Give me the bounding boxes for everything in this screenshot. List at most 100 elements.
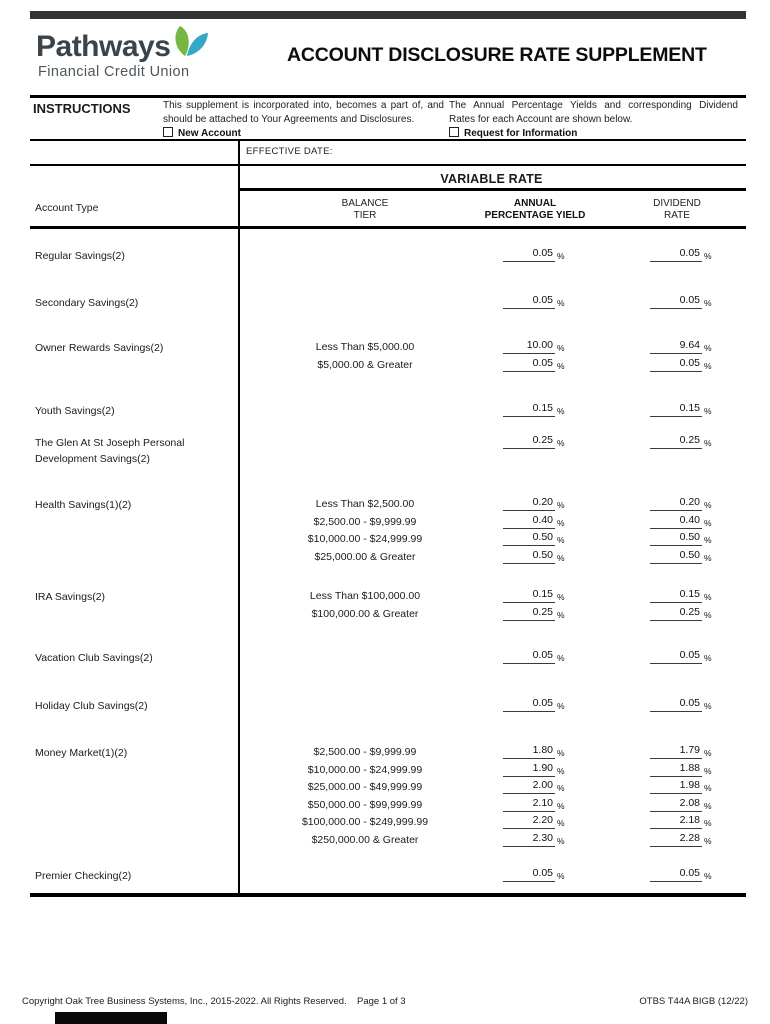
apy-value: 1.80 — [503, 744, 555, 759]
effective-date-field[interactable] — [330, 142, 730, 162]
dividend-rate-value: 0.15 — [650, 588, 702, 603]
dividend-rate-value: 0.20 — [650, 496, 702, 511]
apy-header-line1: ANNUAL — [513, 198, 557, 209]
dual-leaf-icon — [175, 26, 208, 56]
percent-sign: % — [557, 610, 565, 620]
apy-value: 0.05 — [503, 294, 555, 309]
percent-sign: % — [704, 748, 712, 758]
new-account-option[interactable]: New Account — [163, 127, 241, 139]
dividend-rate-value: 0.05 — [650, 247, 702, 262]
bottom-left-black-bar — [55, 1012, 167, 1024]
apy-value: 0.25 — [503, 606, 555, 621]
apy-value: 0.50 — [503, 549, 555, 564]
percent-sign: % — [704, 298, 712, 308]
dividend-header-line2: RATE — [664, 210, 690, 221]
apy-value: 2.20 — [503, 814, 555, 829]
percent-sign: % — [557, 783, 565, 793]
dividend-rate-value: 1.98 — [650, 779, 702, 794]
percent-sign: % — [557, 836, 565, 846]
percent-sign: % — [557, 361, 565, 371]
balance-tier-value: Less Than $5,000.00 — [315, 341, 415, 353]
dividend-rate-value: 0.50 — [650, 531, 702, 546]
dividend-rate-value: 0.05 — [650, 697, 702, 712]
account-name: IRA Savings(2) — [35, 591, 106, 603]
account-name: Youth Savings(2) — [35, 405, 115, 417]
balance-tier-value: $5,000.00 & Greater — [317, 359, 413, 371]
balance-tier-value: Less Than $100,000.00 — [309, 590, 421, 602]
request-info-option[interactable]: Request for Information — [449, 127, 577, 139]
account-name: Holiday Club Savings(2) — [35, 700, 148, 712]
instructions-text-left: This supplement is incorporated into, be… — [163, 100, 444, 125]
percent-sign: % — [704, 500, 712, 510]
balance-tier-line1: BALANCE — [341, 198, 389, 209]
column-header-balance-tier: BALANCE TIER — [300, 198, 430, 222]
apy-value: 0.05 — [503, 649, 555, 664]
account-name: Premier Checking(2) — [35, 870, 132, 882]
dividend-rate-value: 0.05 — [650, 357, 702, 372]
percent-sign: % — [704, 610, 712, 620]
account-name: Vacation Club Savings(2) — [35, 652, 153, 664]
percent-sign: % — [557, 518, 565, 528]
divider-column-headers — [30, 226, 746, 229]
footer-page-indicator: Page 1 of 3 — [357, 996, 406, 1007]
apy-value: 0.05 — [503, 867, 555, 882]
percent-sign: % — [557, 801, 565, 811]
footer-form-code: OTBS T44A BIGB (12/22) — [639, 996, 748, 1007]
percent-sign: % — [557, 406, 565, 416]
divider-instructions-bottom — [30, 139, 746, 141]
apy-value: 0.25 — [503, 434, 555, 449]
percent-sign: % — [704, 783, 712, 793]
percent-sign: % — [704, 438, 712, 448]
percent-sign: % — [704, 818, 712, 828]
apy-value: 0.05 — [503, 357, 555, 372]
dividend-rate-value: 2.08 — [650, 797, 702, 812]
dividend-rate-value: 0.15 — [650, 402, 702, 417]
divider-header — [30, 95, 746, 98]
percent-sign: % — [557, 553, 565, 563]
apy-value: 1.90 — [503, 762, 555, 777]
logo-tagline: Financial Credit Union — [38, 64, 190, 80]
percent-sign: % — [557, 592, 565, 602]
percent-sign: % — [557, 500, 565, 510]
balance-tier-value: $25,000.00 - $49,999.99 — [307, 781, 423, 793]
percent-sign: % — [704, 766, 712, 776]
effective-date-label: EFFECTIVE DATE: — [246, 146, 333, 157]
rate-table-body: Regular Savings(2) 0.05% 0.05% Secondary… — [30, 229, 746, 893]
dividend-rate-value: 2.18 — [650, 814, 702, 829]
percent-sign: % — [704, 871, 712, 881]
percent-sign: % — [557, 653, 565, 663]
apy-value: 2.10 — [503, 797, 555, 812]
column-header-account-type: Account Type — [35, 202, 99, 214]
balance-tier-value: $100,000.00 - $249,999.99 — [301, 816, 429, 828]
apy-value: 0.15 — [503, 588, 555, 603]
balance-tier-value: $25,000.00 & Greater — [314, 551, 416, 563]
request-info-label: Request for Information — [464, 128, 578, 139]
account-name: Secondary Savings(2) — [35, 297, 139, 309]
apy-value: 0.05 — [503, 697, 555, 712]
percent-sign: % — [557, 871, 565, 881]
apy-value: 2.30 — [503, 832, 555, 847]
percent-sign: % — [557, 766, 565, 776]
dividend-rate-value: 9.64 — [650, 339, 702, 354]
percent-sign: % — [557, 438, 565, 448]
balance-tier-line2: TIER — [353, 210, 377, 221]
logo-wordmark: Pathways — [36, 30, 171, 63]
request-info-checkbox[interactable] — [449, 127, 459, 137]
new-account-checkbox[interactable] — [163, 127, 173, 137]
percent-sign: % — [704, 406, 712, 416]
percent-sign: % — [557, 343, 565, 353]
apy-value: 0.05 — [503, 247, 555, 262]
column-header-apy: ANNUAL PERCENTAGE YIELD — [450, 198, 620, 222]
balance-tier-value: $250,000.00 & Greater — [311, 834, 419, 846]
percent-sign: % — [557, 298, 565, 308]
account-name: Health Savings(1)(2) — [35, 499, 132, 511]
percent-sign: % — [557, 748, 565, 758]
account-name: Regular Savings(2) — [35, 250, 125, 262]
percent-sign: % — [704, 251, 712, 261]
dividend-rate-value: 0.25 — [650, 606, 702, 621]
dividend-rate-value: 2.28 — [650, 832, 702, 847]
apy-value: 0.20 — [503, 496, 555, 511]
divider-table-bottom — [30, 893, 746, 897]
percent-sign: % — [557, 701, 565, 711]
